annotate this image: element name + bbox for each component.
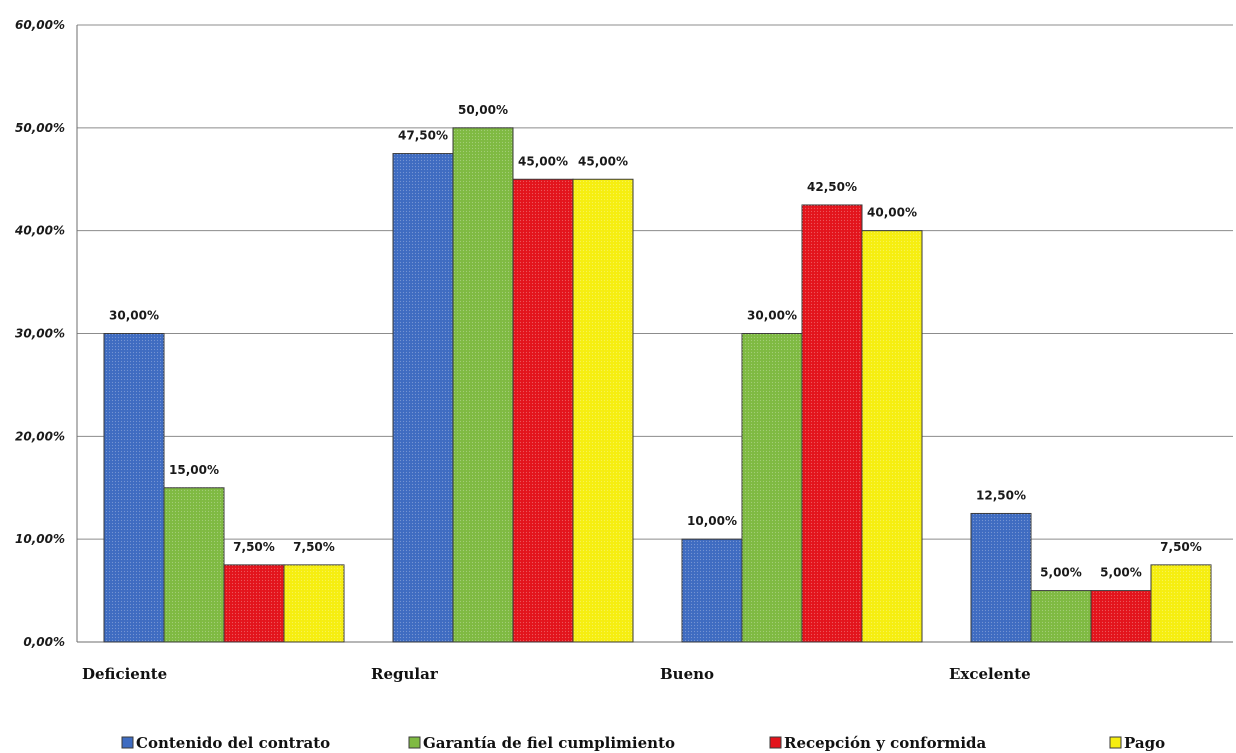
- x-axis-categories: Deficiente Regular Bueno Excelente: [82, 665, 1031, 683]
- legend-swatch: [769, 736, 782, 749]
- bar-texture: [971, 513, 1031, 642]
- data-label: 50,00%: [458, 103, 508, 117]
- legend-label: Contenido del contrato: [136, 734, 330, 752]
- data-label: 42,50%: [807, 180, 857, 194]
- bars: [103, 127, 1212, 643]
- bar-texture: [573, 179, 633, 642]
- y-tick-label: 40,00%: [14, 224, 65, 238]
- legend-swatch: [1109, 736, 1122, 749]
- bar-texture: [1151, 564, 1211, 642]
- data-label: 30,00%: [747, 309, 797, 323]
- x-category-label: Bueno: [660, 665, 714, 683]
- legend-swatch: [121, 736, 134, 749]
- y-axis-ticks: 0,00% 10,00% 20,00% 30,00% 40,00% 50,00% 60,00…: [14, 18, 65, 649]
- data-label: 47,50%: [398, 129, 448, 143]
- bar-texture: [104, 333, 164, 642]
- bar-texture: [224, 564, 284, 642]
- x-category-label: Excelente: [949, 665, 1031, 683]
- legend-label: Pago: [1124, 734, 1165, 752]
- bar-texture: [284, 564, 344, 642]
- data-label: 7,50%: [233, 540, 275, 554]
- y-tick-label: 50,00%: [15, 121, 65, 135]
- data-label: 12,50%: [976, 488, 1026, 502]
- bar-texture: [682, 539, 742, 642]
- bar-texture: [802, 204, 862, 643]
- data-label: 5,00%: [1040, 566, 1082, 580]
- grid-lines: [76, 24, 1233, 643]
- legend-label: Garantía de fiel cumplimiento: [423, 734, 675, 752]
- data-label: 5,00%: [1100, 566, 1142, 580]
- legend-label: Recepción y conformida: [784, 734, 987, 752]
- bar-texture: [513, 179, 573, 642]
- bar-texture: [1091, 590, 1151, 642]
- y-tick-label: 60,00%: [15, 18, 65, 32]
- data-label: 40,00%: [867, 206, 917, 220]
- data-label: 7,50%: [293, 540, 335, 554]
- y-tick-label: 30,00%: [15, 327, 65, 341]
- bar-texture: [862, 230, 922, 642]
- data-label: 30,00%: [109, 309, 159, 323]
- data-label: 45,00%: [578, 154, 628, 168]
- y-tick-label: 10,00%: [15, 532, 65, 546]
- data-label: 15,00%: [169, 463, 219, 477]
- x-category-label: Deficiente: [82, 665, 167, 683]
- data-label: 7,50%: [1160, 540, 1202, 554]
- bar-texture: [1031, 590, 1091, 642]
- y-tick-label: 0,00%: [23, 635, 65, 649]
- x-category-label: Regular: [371, 665, 439, 683]
- bar-texture: [393, 153, 453, 642]
- data-label: 10,00%: [687, 514, 737, 528]
- data-label: 45,00%: [518, 154, 568, 168]
- bar-texture: [453, 127, 513, 643]
- y-tick-label: 20,00%: [15, 429, 65, 443]
- bar-texture: [164, 487, 224, 642]
- legend-swatch: [408, 736, 421, 749]
- bar-texture: [742, 333, 802, 642]
- data-labels: 30,00% 15,00% 7,50% 7,50% 47,50% 50,00% 45,00%…: [109, 103, 1202, 580]
- legend: Contenido del contrato Garantía de fiel c…: [121, 734, 1165, 752]
